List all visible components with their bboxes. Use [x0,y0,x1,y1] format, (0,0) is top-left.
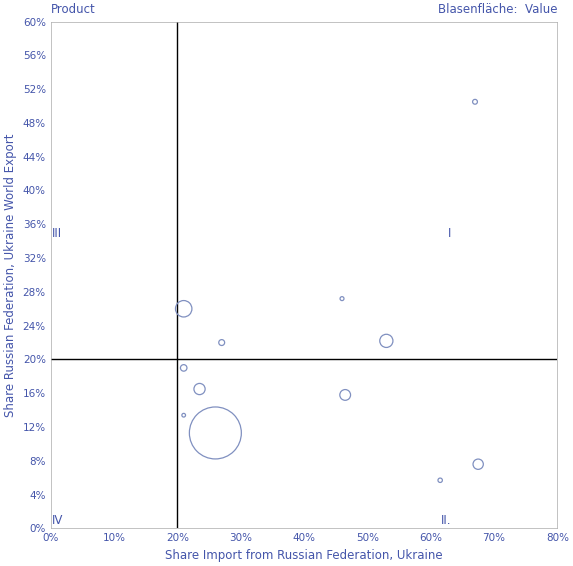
X-axis label: Share Import from Russian Federation, Ukraine: Share Import from Russian Federation, Uk… [165,549,443,562]
Point [179,305,189,314]
Text: I: I [448,227,451,240]
Text: Blasenfläche:  Value: Blasenfläche: Value [438,3,558,16]
Y-axis label: Share Russian Federation, Ukraine World Export: Share Russian Federation, Ukraine World … [4,133,17,417]
Point [337,294,347,303]
Point [474,460,483,469]
Point [217,338,226,347]
Text: III: III [52,227,62,240]
Point [211,428,220,438]
Text: II.: II. [441,514,451,528]
Point [382,336,391,345]
Text: IV: IV [52,514,63,528]
Point [179,363,189,372]
Point [340,391,350,400]
Text: Product: Product [50,3,96,16]
Point [435,476,445,485]
Point [195,384,204,393]
Point [179,411,189,420]
Point [470,97,480,106]
